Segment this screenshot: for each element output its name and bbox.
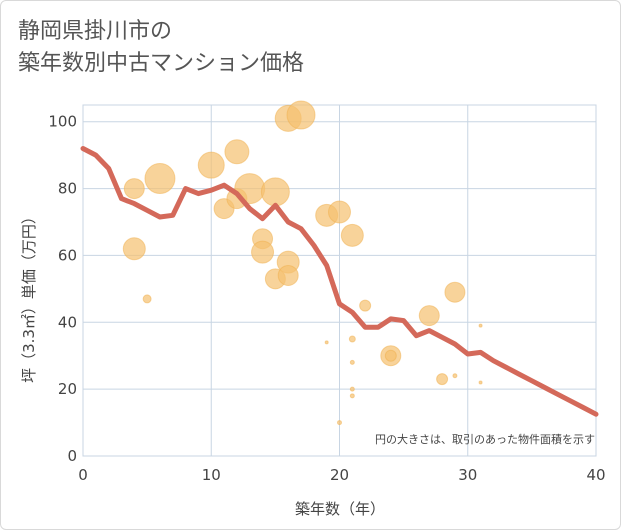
bubble-point [142, 294, 152, 304]
bubble-point [286, 100, 316, 130]
x-tick-label: 30 [458, 466, 477, 484]
bubble-point [349, 386, 355, 392]
bubble-point [122, 237, 146, 261]
x-tick-label: 20 [330, 466, 349, 484]
bubble-point [340, 223, 364, 247]
bubbles [122, 100, 483, 426]
bubble-point [349, 359, 355, 365]
bubble-point [348, 335, 356, 343]
bubble-point [436, 373, 449, 386]
title-line-1: 静岡県掛川市の [18, 19, 173, 44]
y-tick-label: 40 [58, 313, 77, 331]
bubble-point [359, 299, 372, 312]
grid-lines [82, 104, 597, 457]
bubble-point [452, 373, 458, 379]
y-tick-label: 80 [58, 180, 77, 198]
trend-line [80, 146, 599, 417]
y-axis-label: 坪（3.3㎡）単価（万円） [20, 209, 38, 383]
bubble-point [144, 163, 176, 195]
size-note: 円の大きさは、取引のあった物件面積を示す [375, 432, 595, 446]
y-tick-label: 100 [48, 113, 77, 131]
y-tick-label: 20 [58, 380, 77, 398]
bubble-point [324, 340, 329, 345]
bubble-point [277, 264, 299, 286]
chart-title: 静岡県掛川市の 築年数別中古マンション価格 [18, 16, 304, 80]
bubble-point [197, 151, 225, 179]
bubble-point [349, 393, 355, 399]
bubble-point [328, 200, 351, 224]
x-tick-label: 40 [586, 466, 605, 484]
x-tick-label: 10 [202, 466, 221, 484]
bubble-point [478, 323, 483, 328]
y-tick-label: 60 [58, 246, 77, 264]
title-line-2: 築年数別中古マンション価格 [18, 51, 305, 76]
tick-labels: 0 10 20 30 40 0 20 40 60 80 100 [48, 113, 605, 484]
bubble-point [337, 420, 342, 426]
bubble-point [251, 240, 275, 264]
bubble-point [478, 380, 483, 385]
bubble-point [418, 305, 440, 327]
x-axis-label: 築年数（年） [295, 500, 385, 518]
bubble-point [444, 281, 466, 303]
bubble-point [224, 139, 250, 165]
bubble-point [260, 177, 290, 207]
x-tick-label: 0 [78, 466, 88, 484]
bubble-point [384, 349, 397, 362]
y-tick-label: 0 [67, 447, 77, 465]
bubble-point [123, 178, 145, 200]
